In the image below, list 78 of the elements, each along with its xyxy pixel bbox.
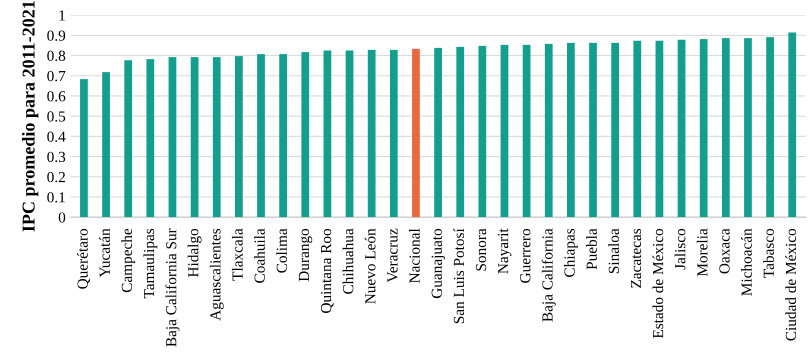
bar	[456, 46, 464, 218]
y-tick-label: 0.8	[47, 50, 66, 62]
bar	[301, 52, 310, 218]
y-tick-label: 0.7	[47, 70, 66, 82]
x-tick-label: Aguascalientes	[210, 228, 224, 321]
bar	[434, 48, 442, 218]
bar	[656, 40, 664, 218]
x-tick-label: Tamaulipas	[143, 228, 158, 298]
x-tick-label: Chihuahua	[342, 228, 354, 294]
x-tick-label: Chiapas	[564, 228, 578, 277]
bar	[633, 40, 642, 218]
bar	[102, 72, 110, 218]
y-tick-label: 0.3	[47, 152, 66, 162]
bar	[212, 57, 221, 218]
x-tick-label: Michoacán	[741, 228, 752, 296]
x-tick-label: Hidalgo	[188, 228, 202, 278]
y-axis-title: IPC promedio para 2011-2021	[22, 1, 38, 232]
bar	[500, 44, 508, 218]
x-tick-label: Colima	[276, 228, 287, 273]
x-tick-label: Durango	[298, 228, 312, 282]
bar	[80, 79, 88, 218]
bar	[788, 32, 796, 218]
bar	[279, 54, 288, 218]
x-tick-label: Yucatán	[99, 228, 110, 278]
bar	[146, 59, 154, 218]
x-tick-label: Tabasco	[763, 228, 774, 278]
bar	[124, 60, 132, 218]
bar	[368, 50, 376, 218]
bar	[744, 38, 752, 218]
y-tick-label: 0.9	[47, 30, 66, 41]
x-tick-label: Nayarit	[498, 228, 512, 274]
x-tick-label: Oaxaca	[719, 228, 730, 274]
bar	[346, 50, 354, 218]
x-tick-label: Coahuila	[254, 228, 265, 283]
x-tick-label: Baja California	[542, 228, 556, 322]
bar	[766, 37, 774, 218]
y-tick-label: 1	[59, 10, 65, 20]
bar	[324, 50, 332, 218]
y-tick-label: 0.5	[47, 111, 66, 122]
x-tick-label: Jalisco	[674, 228, 686, 270]
y-tick-label: 0.1	[47, 192, 65, 202]
x-tick-label: Zacatecas	[630, 228, 642, 288]
x-tick-label: Nuevo León	[364, 228, 376, 304]
bar	[589, 42, 597, 218]
x-tick-label: Puebla	[586, 228, 597, 270]
bar	[544, 44, 553, 218]
x-tick-label: Querétaro	[76, 228, 90, 289]
bar	[522, 44, 530, 218]
bar	[611, 42, 620, 218]
x-tick-label: Veracruz	[387, 228, 398, 282]
bar	[678, 40, 686, 218]
x-tick-label: Sonora	[476, 228, 486, 271]
x-tick-label: Morelia	[696, 228, 708, 276]
bar	[190, 57, 198, 218]
y-tick-label: 0.4	[47, 132, 66, 142]
bar	[700, 39, 708, 218]
x-tick-label: Campeche	[121, 228, 136, 292]
bar	[257, 54, 265, 218]
y-tick-label: 0	[58, 212, 66, 223]
x-tick-label: Tlaxcala	[232, 228, 243, 281]
bar	[168, 57, 176, 218]
y-tick-label: 0.6	[47, 91, 66, 102]
bar	[412, 48, 420, 218]
x-tick-label: San Luis Potosí	[453, 228, 464, 324]
x-tick-label: Estado de México	[652, 228, 664, 338]
x-tick-label: Nacional	[409, 228, 420, 283]
x-tick-label: Quintana Roo	[320, 228, 334, 313]
bar	[722, 38, 730, 218]
x-tick-label: Baja California Sur	[165, 228, 180, 347]
bar	[390, 50, 398, 218]
x-tick-label: Guanajuato	[432, 228, 445, 298]
bar	[234, 56, 243, 218]
y-tick-label: 0.2	[47, 172, 65, 182]
bar	[478, 46, 486, 218]
x-tick-label: Sinaloa	[608, 228, 619, 274]
bar	[567, 42, 575, 218]
x-tick-label: Guerrero	[520, 228, 530, 283]
x-tick-label: Ciudad de México	[785, 228, 796, 341]
